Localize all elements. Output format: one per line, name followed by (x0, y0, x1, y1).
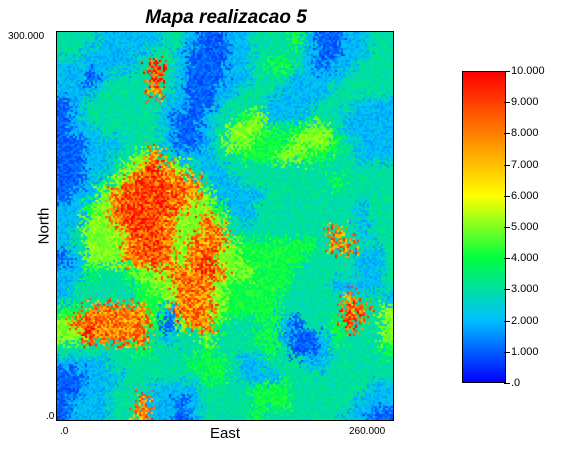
y-tick-label-max: 300.000 (8, 31, 45, 42)
colorbar-tick (504, 258, 510, 259)
colorbar (462, 71, 506, 383)
colorbar-tick-label: 2.000 (511, 315, 539, 327)
colorbar-tick (504, 383, 510, 384)
x-axis-label: East (209, 425, 240, 442)
heatmap-plot-area (56, 31, 394, 421)
colorbar-tick-label: 8.000 (511, 127, 539, 139)
colorbar-tick-label: 6.000 (511, 190, 539, 202)
colorbar-tick (504, 321, 510, 322)
colorbar-tick-label: 7.000 (511, 159, 539, 171)
colorbar-tick (504, 165, 510, 166)
chart-title: Mapa realizacao 5 (145, 7, 307, 28)
colorbar-tick-label: 9.000 (511, 96, 539, 108)
colorbar-tick (504, 133, 510, 134)
heatmap-grid (57, 32, 393, 420)
y-axis-label: North (35, 207, 53, 245)
colorbar-tick-label: 3.000 (511, 283, 539, 295)
colorbar-tick-label: 1.000 (511, 346, 539, 358)
colorbar-tick-label: .0 (511, 377, 521, 389)
y-tick-label-min: .0 (46, 411, 55, 422)
colorbar-tick (504, 289, 510, 290)
colorbar-tick (504, 102, 510, 103)
colorbar-tick-label: 5.000 (511, 221, 539, 233)
colorbar-tick-label: 10.000 (511, 65, 545, 77)
colorbar-tick (504, 227, 510, 228)
colorbar-tick (504, 196, 510, 197)
colorbar-tick (504, 71, 510, 72)
colorbar-tick (504, 352, 510, 353)
x-tick-label-min: .0 (60, 426, 69, 437)
colorbar-tick-label: 4.000 (511, 252, 539, 264)
x-tick-label-max: 260.000 (349, 426, 386, 437)
